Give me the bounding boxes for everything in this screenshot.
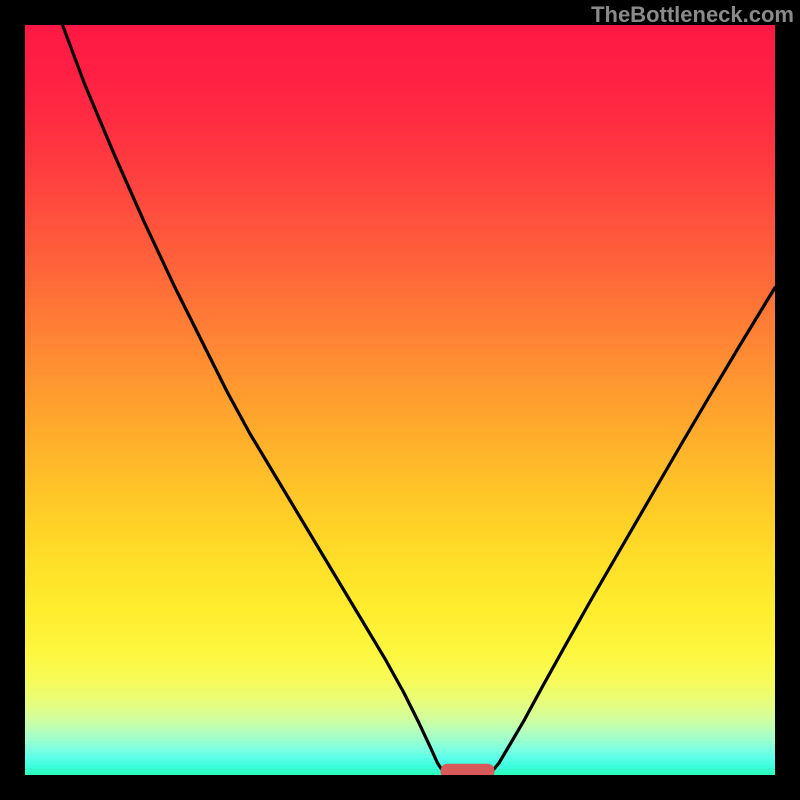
watermark-text: TheBottleneck.com xyxy=(591,2,794,28)
gradient-background xyxy=(25,25,775,775)
chart-svg xyxy=(25,25,775,775)
plot-area xyxy=(25,25,775,775)
optimal-marker xyxy=(441,764,495,775)
